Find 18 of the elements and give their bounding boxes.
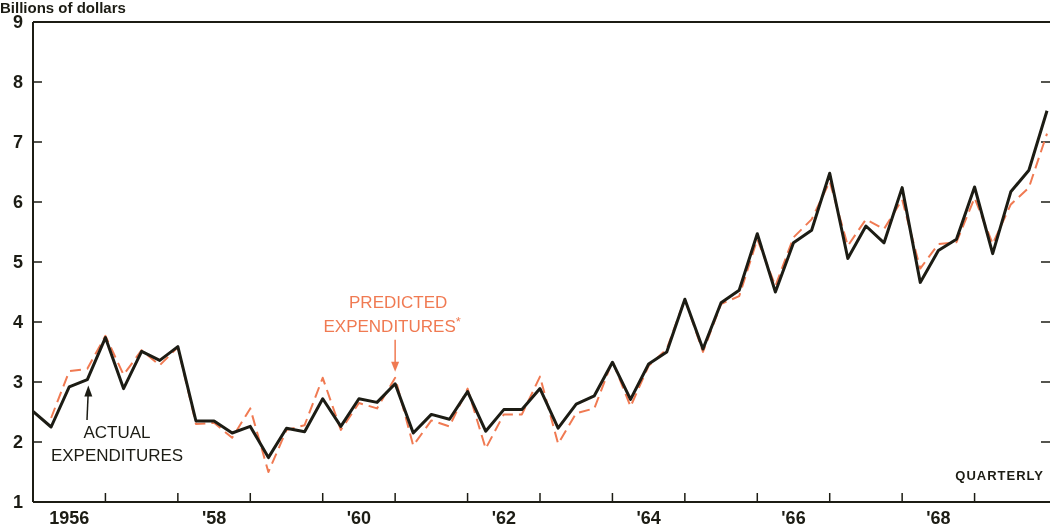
- y-tick-label: 3: [12, 372, 23, 393]
- y-tick-label: 8: [12, 72, 23, 93]
- y-tick-label: 5: [12, 252, 23, 273]
- y-tick-label: 2: [12, 432, 23, 453]
- y-tick-label: 1: [12, 492, 23, 513]
- x-tick-label: '68: [926, 508, 951, 527]
- legend-label: ACTUAL EXPENDITURES: [50, 423, 184, 465]
- y-tick-label: 6: [12, 192, 23, 213]
- y-tick-label: 7: [12, 132, 23, 153]
- x-tick-label: '60: [346, 508, 372, 527]
- y-tick-label: 4: [12, 312, 23, 333]
- text: PREDICTED EXPENDITURES$^{*}$: [323, 292, 461, 336]
- x-tick-label: '58: [201, 508, 227, 527]
- x-tick-label: 1956: [49, 508, 90, 527]
- x-tick-label: '66: [781, 508, 806, 527]
- x-tick-label: '64: [636, 508, 661, 527]
- x-tick-label: '62: [491, 508, 516, 527]
- annotation: QUARTERLY: [955, 468, 1044, 483]
